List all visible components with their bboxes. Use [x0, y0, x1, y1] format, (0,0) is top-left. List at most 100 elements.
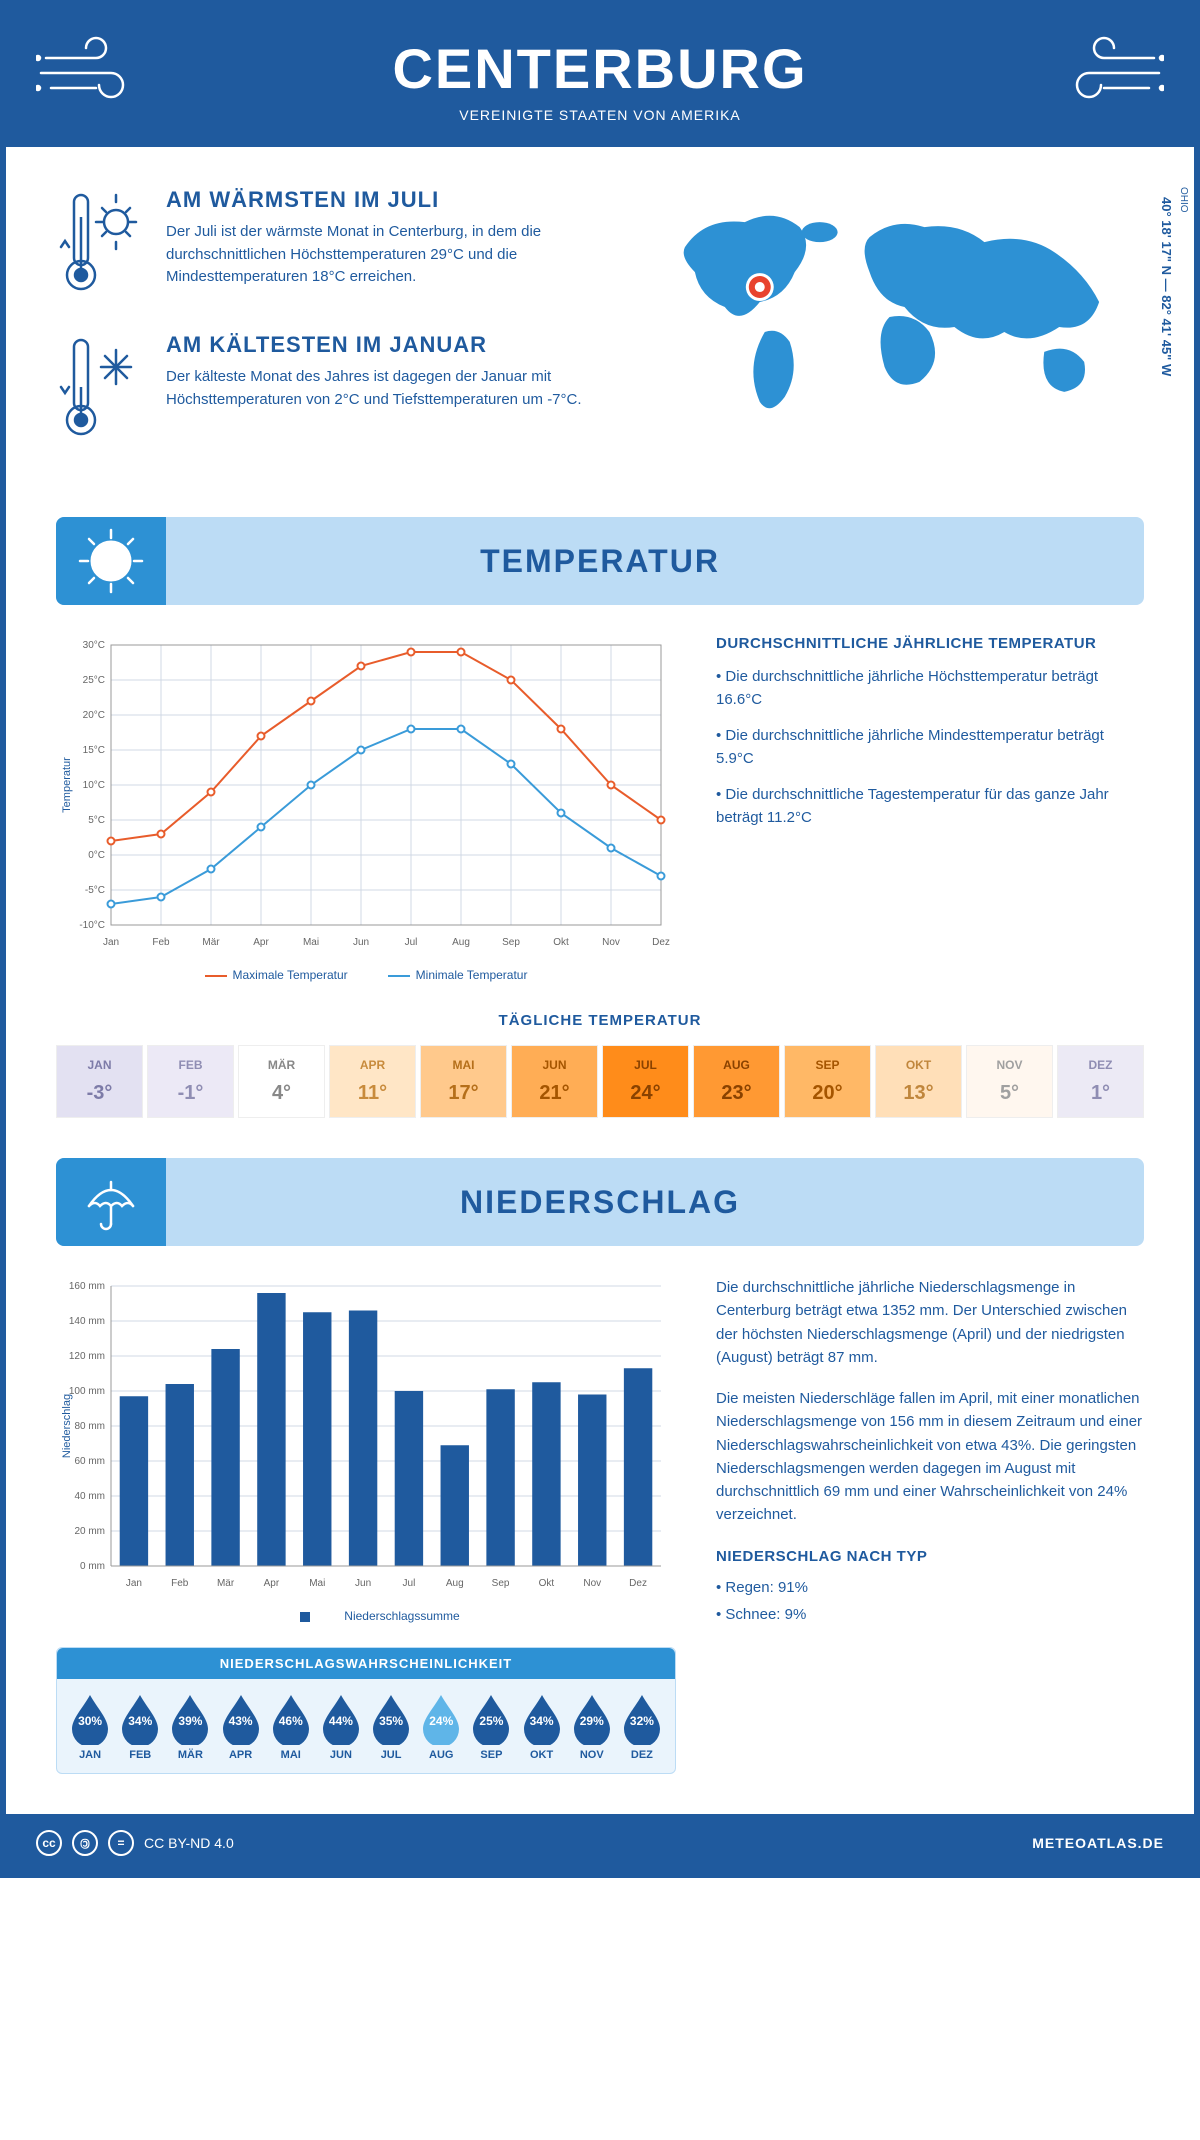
cc-icon: cc — [36, 1830, 62, 1856]
precip-text-1: Die durchschnittliche jährliche Niedersc… — [716, 1276, 1144, 1369]
coldest-fact: AM KÄLTESTEN IM JANUAR Der kälteste Mona… — [56, 332, 605, 447]
svg-text:Apr: Apr — [253, 937, 269, 948]
sun-icon — [76, 526, 146, 596]
daily-temp-cell: OKT 13° — [875, 1045, 962, 1118]
legend-min: Minimale Temperatur — [388, 968, 528, 982]
svg-text:Aug: Aug — [446, 1578, 464, 1589]
svg-text:100 mm: 100 mm — [69, 1386, 105, 1397]
daily-temp-grid: JAN -3° FEB -1° MÄR 4° APR 11° MAI 17° J… — [56, 1045, 1144, 1118]
svg-text:80 mm: 80 mm — [74, 1421, 105, 1432]
thermometer-hot-icon — [56, 187, 146, 297]
precip-prob-cell: 24% AUG — [416, 1691, 466, 1761]
svg-text:0 mm: 0 mm — [80, 1561, 105, 1572]
legend-precip: Niederschlagssumme — [272, 1609, 459, 1623]
city-title: CENTERBURG — [26, 36, 1174, 101]
precip-prob-cell: 34% OKT — [517, 1691, 567, 1761]
warmest-text: Der Juli ist der wärmste Monat in Center… — [166, 221, 605, 289]
svg-text:15°C: 15°C — [83, 745, 105, 756]
daily-temp-cell: JUL 24° — [602, 1045, 689, 1118]
svg-text:10°C: 10°C — [83, 780, 105, 791]
legend-max: Maximale Temperatur — [205, 968, 348, 982]
daily-temp-cell: MAI 17° — [420, 1045, 507, 1118]
precip-probability-panel: NIEDERSCHLAGSWAHRSCHEINLICHKEIT 30% JAN … — [56, 1647, 676, 1774]
cc-by-icon: 🄯 — [72, 1830, 98, 1856]
svg-text:Sep: Sep — [492, 1578, 510, 1589]
svg-text:Feb: Feb — [171, 1578, 189, 1589]
svg-text:120 mm: 120 mm — [69, 1351, 105, 1362]
svg-text:25°C: 25°C — [83, 675, 105, 686]
svg-text:Apr: Apr — [264, 1578, 280, 1589]
precip-bar-chart: 0 mm 20 mm 40 mm 60 mm 80 mm 100 mm 120 mm 140 … — [56, 1276, 676, 1596]
svg-text:Sep: Sep — [502, 937, 520, 948]
precip-title: NIEDERSCHLAG — [460, 1184, 740, 1221]
precip-type-snow: • Schnee: 9% — [716, 1603, 1144, 1626]
svg-text:30°C: 30°C — [83, 640, 105, 651]
svg-text:40 mm: 40 mm — [74, 1491, 105, 1502]
svg-text:Okt: Okt — [539, 1578, 555, 1589]
daily-temp-cell: MÄR 4° — [238, 1045, 325, 1118]
daily-temp-cell: AUG 23° — [693, 1045, 780, 1118]
precip-prob-cell: 39% MÄR — [165, 1691, 215, 1761]
precip-prob-cell: 32% DEZ — [617, 1691, 667, 1761]
svg-text:Mär: Mär — [202, 937, 220, 948]
precip-text-2: Die meisten Niederschläge fallen im Apri… — [716, 1387, 1144, 1527]
svg-text:Jun: Jun — [355, 1578, 371, 1589]
svg-text:Mai: Mai — [303, 937, 319, 948]
precip-prob-cell: 29% NOV — [567, 1691, 617, 1761]
svg-text:Jul: Jul — [405, 937, 418, 948]
svg-text:Aug: Aug — [452, 937, 470, 948]
precip-prob-cell: 46% MAI — [266, 1691, 316, 1761]
region-label: OHIO — [1178, 187, 1189, 213]
avg-temp-b3: • Die durchschnittliche Tagestemperatur … — [716, 784, 1144, 829]
svg-text:-5°C: -5°C — [85, 885, 105, 896]
precip-prob-cell: 35% JUL — [366, 1691, 416, 1761]
precip-chart-legend: Niederschlagssumme — [56, 1609, 676, 1623]
avg-temp-b1: • Die durchschnittliche jährliche Höchst… — [716, 666, 1144, 711]
precip-prob-cell: 43% APR — [216, 1691, 266, 1761]
site-name: METEOATLAS.DE — [1032, 1835, 1164, 1851]
svg-text:Jan: Jan — [103, 937, 119, 948]
temperature-title: TEMPERATUR — [480, 543, 720, 580]
svg-text:Dez: Dez — [652, 937, 670, 948]
world-map-icon — [645, 187, 1144, 427]
avg-temp-b2: • Die durchschnittliche jährliche Mindes… — [716, 725, 1144, 770]
svg-text:0°C: 0°C — [88, 850, 105, 861]
daily-temp-cell: JUN 21° — [511, 1045, 598, 1118]
svg-text:Feb: Feb — [152, 937, 170, 948]
precip-prob-title: NIEDERSCHLAGSWAHRSCHEINLICHKEIT — [57, 1648, 675, 1679]
wind-icon — [1054, 28, 1164, 108]
header: CENTERBURG VEREINIGTE STAATEN VON AMERIK… — [6, 6, 1194, 147]
precip-banner: NIEDERSCHLAG — [56, 1158, 1144, 1246]
svg-text:Nov: Nov — [602, 937, 620, 948]
daily-temp-cell: DEZ 1° — [1057, 1045, 1144, 1118]
coldest-title: AM KÄLTESTEN IM JANUAR — [166, 332, 605, 358]
license-text: CC BY-ND 4.0 — [144, 1835, 234, 1851]
svg-text:60 mm: 60 mm — [74, 1456, 105, 1467]
daily-temp-cell: APR 11° — [329, 1045, 416, 1118]
temperature-line-chart: -10°C-5°C0°C5°C10°C15°C20°C25°C30°CJanFe… — [56, 635, 676, 955]
daily-temp-cell: SEP 20° — [784, 1045, 871, 1118]
svg-text:Jul: Jul — [403, 1578, 416, 1589]
svg-text:Okt: Okt — [553, 937, 569, 948]
temperature-banner: TEMPERATUR — [56, 517, 1144, 605]
svg-text:Niederschlag: Niederschlag — [61, 1394, 73, 1458]
svg-text:Jun: Jun — [353, 937, 369, 948]
umbrella-icon — [79, 1170, 143, 1234]
coordinates: 40° 18' 17" N — 82° 41' 45" W — [1159, 197, 1174, 376]
svg-text:-10°C: -10°C — [79, 920, 105, 931]
svg-text:Mai: Mai — [309, 1578, 325, 1589]
svg-text:20°C: 20°C — [83, 710, 105, 721]
precip-prob-cell: 30% JAN — [65, 1691, 115, 1761]
daily-temp-cell: JAN -3° — [56, 1045, 143, 1118]
footer: cc 🄯 = CC BY-ND 4.0 METEOATLAS.DE — [6, 1814, 1194, 1872]
warmest-fact: AM WÄRMSTEN IM JULI Der Juli ist der wär… — [56, 187, 605, 302]
temp-chart-legend: Maximale Temperatur Minimale Temperatur — [56, 968, 676, 982]
wind-icon — [36, 28, 146, 108]
svg-text:140 mm: 140 mm — [69, 1316, 105, 1327]
country-subtitle: VEREINIGTE STAATEN VON AMERIKA — [26, 107, 1174, 123]
avg-temp-title: DURCHSCHNITTLICHE JÄHRLICHE TEMPERATUR — [716, 635, 1144, 652]
svg-text:20 mm: 20 mm — [74, 1526, 105, 1537]
warmest-title: AM WÄRMSTEN IM JULI — [166, 187, 605, 213]
daily-temp-title: TÄGLICHE TEMPERATUR — [56, 1012, 1144, 1029]
svg-text:Dez: Dez — [629, 1578, 647, 1589]
